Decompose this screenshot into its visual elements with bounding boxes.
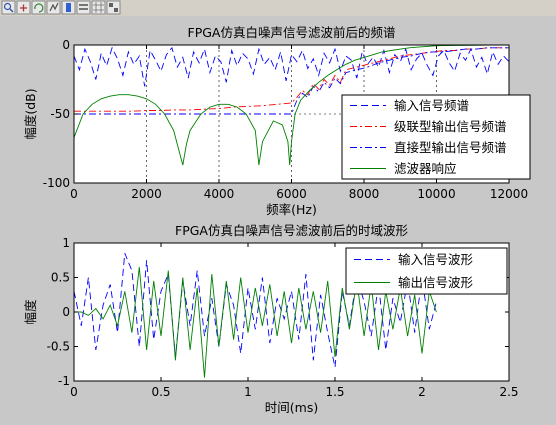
grid-icon[interactable] bbox=[91, 0, 106, 15]
x-tick-label: 1.5 bbox=[325, 385, 344, 399]
chart-title: FPGA仿真白噪声信号滤波前后的时域波形 bbox=[175, 223, 408, 238]
pan-icon[interactable] bbox=[16, 0, 31, 15]
tile-icon[interactable] bbox=[106, 0, 121, 15]
zoom-icon[interactable] bbox=[1, 0, 16, 15]
y-axis-label: 幅度(dB) bbox=[23, 88, 38, 139]
y-axis-label: 幅度 bbox=[23, 299, 38, 325]
y-tick-label: 1 bbox=[62, 236, 70, 250]
y-tick-label: 0 bbox=[62, 38, 70, 52]
y-tick-label: 0.5 bbox=[51, 271, 70, 285]
x-tick-label: 8000 bbox=[349, 187, 380, 201]
x-tick-label: 2000 bbox=[131, 187, 162, 201]
legend-label: 输入信号频谱 bbox=[394, 98, 469, 113]
x-tick-label: 0 bbox=[70, 187, 78, 201]
x-tick-label: 12000 bbox=[490, 187, 528, 201]
x-axis-label: 频率(Hz) bbox=[266, 202, 317, 217]
legend-label: 滤波器响应 bbox=[394, 161, 457, 176]
y-tick-label: 0 bbox=[62, 305, 70, 319]
chart-title: FPGA仿真白噪声信号滤波前后的频谱 bbox=[188, 25, 396, 40]
figure-toolbar bbox=[0, 0, 556, 16]
rotate-icon[interactable] bbox=[31, 0, 46, 15]
colorbar-icon[interactable] bbox=[61, 0, 76, 15]
y-tick-label: -100 bbox=[43, 176, 70, 190]
y-tick-label: -0.5 bbox=[47, 340, 70, 354]
chart-1: 0 2000 4000 6000 8000 10000 12000 0 -50 -100 FPGA仿… bbox=[23, 25, 531, 217]
series-line-1 bbox=[74, 46, 509, 87]
x-tick-label: 4000 bbox=[204, 187, 235, 201]
toolbar-background bbox=[0, 0, 556, 16]
datacursor-icon[interactable] bbox=[46, 0, 61, 15]
x-tick-label: 1 bbox=[244, 385, 252, 399]
legend-label: 输入信号波形 bbox=[398, 252, 474, 267]
x-tick-label: 6000 bbox=[276, 187, 307, 201]
series-line-2 bbox=[74, 267, 437, 378]
x-tick-label: 2.5 bbox=[499, 385, 518, 399]
x-axis-label: 时间(ms) bbox=[265, 400, 318, 415]
series-line-1 bbox=[74, 253, 437, 368]
legend-label: 输出信号波形 bbox=[398, 275, 474, 290]
y-tick-label: -50 bbox=[50, 107, 70, 121]
series-group bbox=[74, 45, 509, 166]
x-tick-label: 10000 bbox=[417, 187, 455, 201]
chart-2: 0 0.5 1 1.5 2 2.5 1 0.5 0 -0.5 -1 FPGA仿真白噪声信号滤波前后的时… bbox=[23, 223, 519, 415]
series-group bbox=[74, 253, 437, 378]
legend-label: 级联型输出信号频谱 bbox=[394, 119, 507, 134]
y-tick-label: -1 bbox=[58, 374, 70, 388]
x-tick-label: 0 bbox=[70, 385, 78, 399]
legend-box bbox=[345, 247, 508, 295]
series-line-4 bbox=[74, 45, 509, 166]
legend-icon[interactable] bbox=[76, 0, 91, 15]
series-line-2 bbox=[74, 47, 509, 112]
legend-label: 直接型输出信号频谱 bbox=[394, 140, 507, 155]
legend-box bbox=[341, 94, 531, 180]
x-tick-label: 2 bbox=[418, 385, 426, 399]
x-tick-label: 0.5 bbox=[151, 385, 170, 399]
series-line-3 bbox=[74, 47, 509, 115]
